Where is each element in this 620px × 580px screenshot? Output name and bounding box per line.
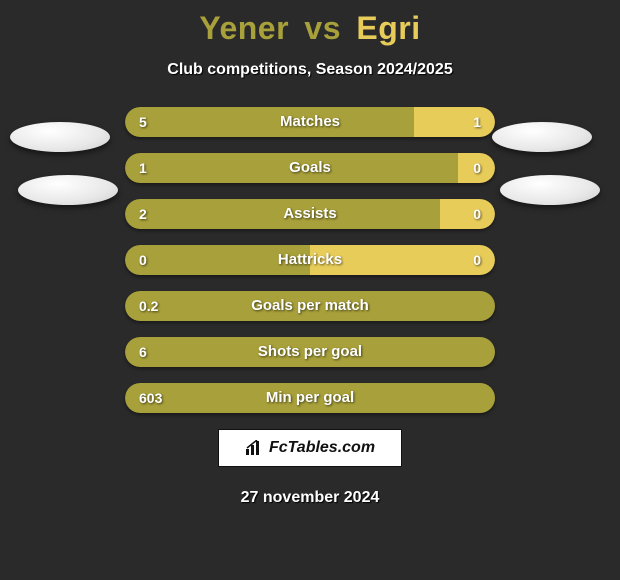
avatar bbox=[500, 175, 600, 205]
stat-value-left: 6 bbox=[139, 337, 147, 367]
stat-bar: Shots per goal6 bbox=[125, 337, 495, 367]
player1-name: Yener bbox=[199, 10, 289, 46]
avatar bbox=[18, 175, 118, 205]
stat-value-left: 2 bbox=[139, 199, 147, 229]
stat-bar: Goals1 0 bbox=[125, 153, 495, 183]
stat-value-left: 0.2 bbox=[139, 291, 158, 321]
stats-bars: Matches51Goals10Assists20Hattricks00Goal… bbox=[125, 107, 495, 413]
badge-text: FcTables.com bbox=[269, 439, 375, 457]
comparison-title: Yener vs Egri bbox=[0, 0, 620, 47]
chart-icon bbox=[245, 440, 263, 456]
stat-label: Goals per match bbox=[125, 291, 495, 321]
stat-label: Hattricks bbox=[125, 245, 495, 275]
snapshot-date: 27 november 2024 bbox=[0, 489, 620, 507]
fctables-badge: FcTables.com bbox=[218, 429, 402, 467]
stat-bar: Matches5 1 bbox=[125, 107, 495, 137]
stat-bar: Hattricks0 0 bbox=[125, 245, 495, 275]
stat-value-left: 0 bbox=[139, 245, 147, 275]
stat-label: Goals bbox=[125, 153, 495, 183]
stat-value-left: 603 bbox=[139, 383, 162, 413]
stat-label: Matches bbox=[125, 107, 495, 137]
stat-label: Assists bbox=[125, 199, 495, 229]
stat-value-left: 1 bbox=[139, 153, 147, 183]
stat-label: Min per goal bbox=[125, 383, 495, 413]
stat-bar: Assists2 0 bbox=[125, 199, 495, 229]
avatar bbox=[10, 122, 110, 152]
subtitle: Club competitions, Season 2024/2025 bbox=[0, 61, 620, 79]
stat-bar: Min per goal603 bbox=[125, 383, 495, 413]
avatar bbox=[492, 122, 592, 152]
player2-name: Egri bbox=[356, 10, 420, 46]
stat-value-right: 0 bbox=[473, 153, 481, 183]
stat-value-left: 5 bbox=[139, 107, 147, 137]
stat-value-right: 0 bbox=[473, 199, 481, 229]
stat-bar: Goals per match0.2 bbox=[125, 291, 495, 321]
vs-separator: vs bbox=[304, 10, 341, 46]
stat-value-right: 0 bbox=[473, 245, 481, 275]
stat-value-right: 1 bbox=[473, 107, 481, 137]
stat-label: Shots per goal bbox=[125, 337, 495, 367]
